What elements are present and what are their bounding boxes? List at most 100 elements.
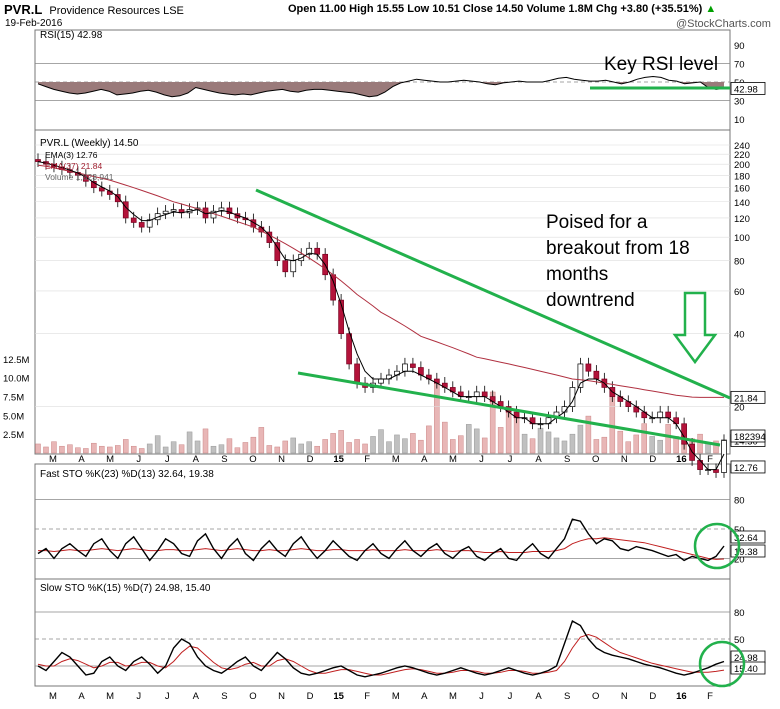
volume-bar (258, 427, 265, 454)
candle-body (721, 440, 727, 473)
price-tick: 40 (734, 330, 745, 341)
price-layer: 2040608010012014016018020022024021.8414.… (35, 141, 766, 478)
price-tick: 100 (734, 233, 750, 244)
candle-body (226, 207, 233, 215)
x-axis-label: M (392, 454, 400, 465)
volume-bar (354, 439, 360, 454)
breakout-line-1: Poised for a (546, 212, 648, 233)
fast-sto-title: Fast STO %K(23) %D(13) 32.64, 19.38 (40, 469, 214, 480)
sto-k-last-value: 24.98 (734, 653, 758, 664)
x-axis-label: J (165, 454, 170, 465)
candle-body (593, 370, 600, 380)
sto-d-last-value: 15.40 (734, 664, 758, 675)
volume-bar (497, 427, 504, 454)
rsi-title: RSI(15) 42.98 (40, 30, 103, 41)
breakout-line-3: months (546, 264, 609, 285)
volume-bar (362, 443, 368, 454)
x-axis-label: O (249, 691, 256, 702)
key-rsi-annotation: Key RSI level (604, 54, 719, 75)
volume-bar (473, 428, 480, 454)
x-axis-label: J (165, 691, 170, 702)
ema37-last-value-box (730, 390, 766, 404)
quote-line: Open 11.00 High 15.55 Low 10.51 Close 14… (288, 3, 716, 15)
candle-body (354, 363, 360, 384)
candle-body (585, 363, 592, 372)
rsi-last-value: 42.98 (734, 84, 758, 95)
candle-body (577, 363, 584, 388)
x-axis-label: M (106, 454, 114, 465)
up-arrow-icon: ▲ (705, 3, 717, 15)
x-axis-label: S (221, 454, 227, 465)
legend-volume: Volume 1,823,941 (45, 172, 114, 182)
x-axis-label: J (508, 454, 513, 465)
volume-bar (202, 428, 209, 454)
x-axis-label: M (449, 691, 457, 702)
price-tick: 160 (734, 184, 750, 195)
ema37-last-value: 21.84 (734, 393, 758, 404)
volume-bar (346, 442, 352, 454)
x-axis-label: N (621, 691, 628, 702)
rsi-panel (34, 29, 731, 131)
x-axis-label: M (449, 454, 457, 465)
volume-bar (418, 439, 424, 454)
candle-body (569, 387, 576, 407)
volume-bar (338, 430, 344, 454)
volume-bar (426, 425, 432, 454)
candle-body (130, 217, 137, 223)
volume-bar (115, 445, 121, 454)
volume-bar (107, 446, 113, 454)
candle-body (681, 423, 687, 445)
volume-bar (138, 448, 145, 454)
x-axis-label: 15 (333, 691, 344, 702)
volume-tick-label: 10.0M (3, 374, 29, 385)
volume-bar (545, 431, 552, 454)
candle-body (657, 411, 664, 419)
x-axis-label: J (479, 691, 484, 702)
sto-k-last-value: 32.64 (734, 533, 758, 544)
volume-bar (481, 437, 488, 454)
price-tick: 120 (734, 214, 750, 225)
volume-bar (394, 434, 400, 454)
candle-body (378, 378, 384, 384)
candle-body (162, 210, 169, 215)
volume-bar (617, 430, 624, 454)
rsi-tick: 70 (734, 60, 745, 71)
volume-tick-label: 7.5M (3, 393, 24, 404)
x-axis-label: S (564, 691, 570, 702)
x-axis-label: A (78, 691, 85, 702)
volume-bar (330, 433, 336, 454)
sto-tick: 50 (734, 525, 745, 536)
price-tick: 200 (734, 160, 750, 171)
x-axis-label: M (49, 454, 57, 465)
chart-date: 19-Feb-2016 (5, 18, 63, 29)
rsi-last-value-box (730, 82, 766, 95)
down-arrow-icon (672, 291, 718, 365)
candle-body (481, 391, 488, 397)
volume-last-value: 182394 (734, 432, 766, 443)
volume-bar (410, 433, 416, 454)
x-axis-label: M (49, 691, 57, 702)
volume-bar (170, 441, 177, 454)
sto-k-line (37, 619, 725, 678)
sto-tick: 50 (734, 635, 745, 646)
volume-bar (75, 447, 81, 454)
candle-body (35, 159, 41, 162)
volume-bar (162, 446, 169, 454)
volume-bar (51, 441, 57, 454)
volume-bar (178, 444, 185, 454)
fast-sto-highlight-circle (693, 522, 741, 570)
x-axis-label: A (535, 691, 542, 702)
volume-bar (322, 439, 328, 454)
candle-body (218, 207, 225, 212)
rsi-tick: 90 (734, 41, 745, 52)
price-tick: 180 (734, 171, 750, 182)
x-axis-label: O (249, 454, 256, 465)
breakout-annotation: Poised for a breakout from 18 months dow… (546, 210, 690, 314)
price-tick: 240 (734, 141, 750, 152)
volume-bar (713, 440, 719, 454)
x-axis-label: J (136, 454, 141, 465)
candle-body (282, 260, 289, 273)
volume-tick-label: 12.5M (3, 355, 29, 366)
quote-values: Open 11.00 High 15.55 Low 10.51 Close 14… (288, 3, 703, 15)
